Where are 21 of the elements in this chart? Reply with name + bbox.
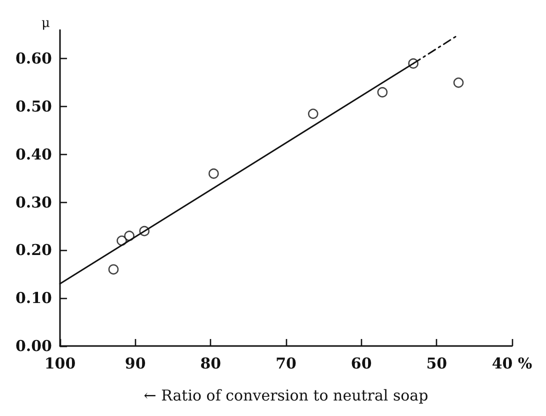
y-tick-label: 0.10: [15, 289, 52, 308]
point: [453, 78, 464, 88]
x-tick-label: 50: [426, 354, 448, 372]
point: [308, 108, 318, 119]
y-tick-label: 0.20: [15, 241, 52, 260]
x-tick-label: 100: [44, 354, 76, 372]
point: [377, 87, 388, 98]
x-tick-label: 90: [124, 354, 146, 372]
point: [108, 264, 119, 275]
y-tick-label: 0.40: [15, 145, 52, 164]
point: [208, 168, 219, 179]
x-tick-label: 70: [276, 354, 296, 372]
x-tick-label: 80: [200, 354, 222, 372]
x-axis-title: ← Ratio of conversion to neutral soap: [144, 386, 428, 404]
x-tick-label: 60: [350, 354, 372, 372]
y-tick-label: 0.50: [15, 98, 52, 116]
y-tick-label: 0.00: [15, 337, 52, 355]
x-tick-label: 40 %: [492, 354, 532, 372]
y-tick-label: 0.60: [15, 50, 52, 68]
y-tick-label: 0.30: [15, 193, 52, 212]
y-axis-title: μ: [42, 16, 50, 31]
